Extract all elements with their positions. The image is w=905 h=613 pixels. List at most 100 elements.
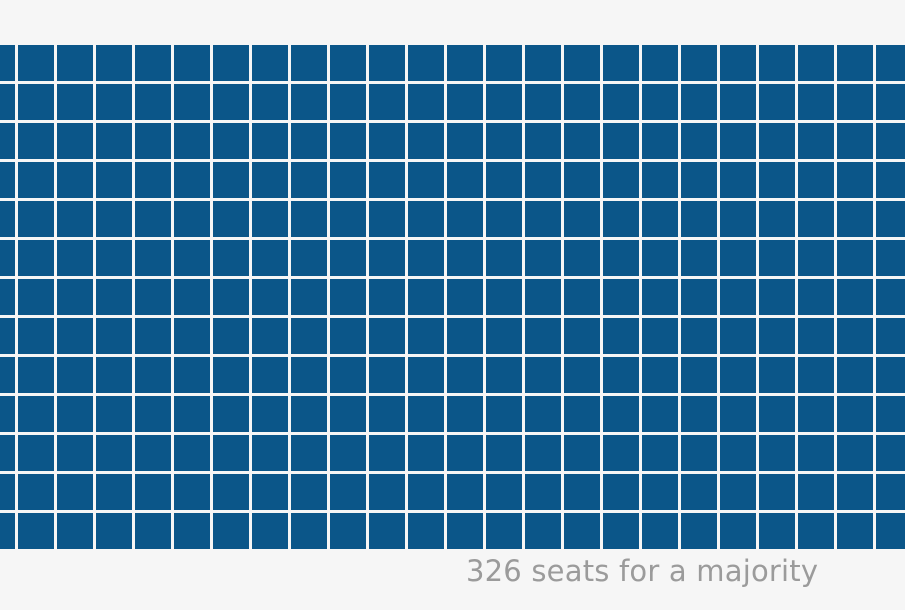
seat-cell — [486, 435, 522, 471]
seat-cell — [330, 513, 366, 549]
seat-cell — [486, 84, 522, 120]
seat-cell — [369, 396, 405, 432]
seat-cell — [174, 279, 210, 315]
seat-cell — [369, 318, 405, 354]
seat-cell — [642, 279, 678, 315]
seat-cell — [408, 318, 444, 354]
seat-cell — [447, 279, 483, 315]
seat-cell — [798, 318, 834, 354]
seat-cell — [603, 396, 639, 432]
seat-cell — [174, 240, 210, 276]
seat-cell — [603, 84, 639, 120]
seat-cell — [408, 84, 444, 120]
seat-cell — [564, 318, 600, 354]
seat-cell — [681, 318, 717, 354]
seat-cell — [57, 162, 93, 198]
seat-cell — [837, 396, 873, 432]
seat-cell — [291, 435, 327, 471]
seat-cell — [876, 513, 905, 549]
seat-cell — [837, 474, 873, 510]
seat-cell — [252, 162, 288, 198]
seat-cell — [447, 396, 483, 432]
seat-cell — [837, 201, 873, 237]
seat-cell — [135, 279, 171, 315]
seat-cell — [135, 84, 171, 120]
seat-cell — [525, 45, 561, 81]
seat-cell — [18, 513, 54, 549]
seat-cell — [18, 240, 54, 276]
seat-cell — [174, 396, 210, 432]
seat-cell — [18, 84, 54, 120]
seat-cell — [486, 318, 522, 354]
seat-cell — [603, 435, 639, 471]
seat-cell — [135, 240, 171, 276]
seat-cell — [330, 240, 366, 276]
seat-cell — [174, 318, 210, 354]
seat-cell — [213, 240, 249, 276]
seat-cell — [0, 318, 15, 354]
seat-cell — [0, 357, 15, 393]
seat-cell — [213, 279, 249, 315]
seat-cell — [96, 201, 132, 237]
seat-cell — [135, 396, 171, 432]
seat-cell — [798, 201, 834, 237]
seat-cell — [213, 201, 249, 237]
seat-cell — [174, 162, 210, 198]
seat-cell — [837, 357, 873, 393]
seat-cell — [330, 84, 366, 120]
seat-cell — [720, 240, 756, 276]
seat-cell — [837, 279, 873, 315]
seat-cell — [759, 240, 795, 276]
seat-cell — [759, 162, 795, 198]
seat-cell — [408, 513, 444, 549]
seat-cell — [57, 474, 93, 510]
seat-cell — [681, 123, 717, 159]
seat-cell — [447, 123, 483, 159]
majority-label: 326 seats for a majority — [466, 554, 819, 588]
seat-cell — [330, 201, 366, 237]
seat-cell — [330, 279, 366, 315]
seat-cell — [291, 45, 327, 81]
seat-cell — [603, 123, 639, 159]
seat-cell — [330, 45, 366, 81]
seat-cell — [57, 357, 93, 393]
seat-cell — [0, 201, 15, 237]
seat-cell — [213, 474, 249, 510]
seat-cell — [18, 474, 54, 510]
seat-cell — [408, 240, 444, 276]
seat-cell — [96, 357, 132, 393]
seat-cell — [603, 240, 639, 276]
seat-cell — [18, 396, 54, 432]
seat-cell — [330, 474, 366, 510]
seat-cell — [564, 84, 600, 120]
seat-cell — [798, 474, 834, 510]
seat-cell — [525, 357, 561, 393]
seat-cell — [57, 318, 93, 354]
seat-cell — [876, 201, 905, 237]
seat-cell — [486, 357, 522, 393]
seat-cell — [564, 45, 600, 81]
seat-cell — [642, 435, 678, 471]
seat-cell — [720, 162, 756, 198]
seat-cell — [252, 279, 288, 315]
seat-cell — [408, 435, 444, 471]
seat-cell — [96, 318, 132, 354]
seat-cell — [876, 474, 905, 510]
seat-cell — [564, 279, 600, 315]
seat-cell — [252, 318, 288, 354]
seat-cell — [486, 123, 522, 159]
seat-cell — [57, 123, 93, 159]
bottom-divider — [0, 610, 905, 613]
seat-cell — [0, 123, 15, 159]
seat-cell — [57, 513, 93, 549]
seat-cell — [447, 240, 483, 276]
seat-cell — [57, 396, 93, 432]
seat-cell — [252, 474, 288, 510]
seat-cell — [408, 201, 444, 237]
seat-cell — [837, 318, 873, 354]
seat-cell — [876, 279, 905, 315]
seat-cell — [369, 201, 405, 237]
seat-cell — [486, 45, 522, 81]
seat-cell — [96, 396, 132, 432]
